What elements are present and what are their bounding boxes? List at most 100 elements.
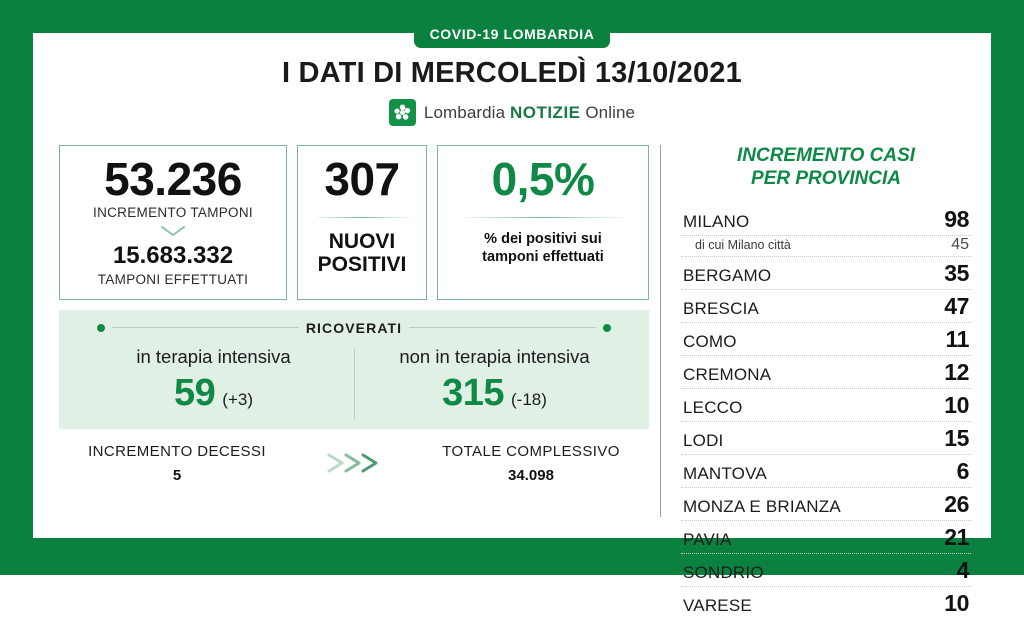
province-sub-row: di cui Milano città 45	[681, 236, 971, 257]
province-row: MONZA E BRIANZA 26	[681, 488, 971, 521]
ricoverati-body: in terapia intensiva 59 (+3) non in tera…	[73, 346, 635, 420]
intensiva-delta: (+3)	[222, 389, 253, 409]
province-name: BERGAMO	[683, 265, 772, 285]
province-panel: INCREMENTO CASI PER PROVINCIA MILANO 98 di…	[681, 145, 971, 619]
decessi-label: INCREMENTO DECESSI	[88, 442, 266, 460]
nuovi-positivi-label-2: POSITIVI	[317, 253, 407, 277]
rule-right	[409, 327, 596, 329]
white-card: COVID-19 LOMBARDIA I DATI DI MERCOLEDÌ 1…	[33, 21, 991, 616]
province-value: 47	[944, 292, 969, 319]
ricoverati-header: RICOVERATI	[73, 320, 635, 336]
totale-cell: TOTALE COMPLESSIVO 34.098	[413, 443, 649, 484]
province-title-line1: INCREMENTO CASI	[736, 145, 916, 166]
decessi-value: 5	[172, 466, 182, 484]
stat-box-nuovi-positivi: 307 NUOVI POSITIVI	[297, 145, 427, 300]
province-value: 21	[944, 523, 969, 550]
province-list: MILANO 98 di cui Milano città 45 BERGAMO 35 BR…	[681, 203, 971, 619]
province-value: 11	[945, 325, 969, 352]
non-intensiva-label: non in terapia intensiva	[399, 345, 590, 367]
province-row: SONDRIO 4	[681, 554, 971, 587]
province-row: COMO 11	[681, 323, 971, 356]
percentuale-label-2: tamponi effettuati	[482, 249, 604, 266]
province-title: INCREMENTO CASI PER PROVINCIA	[681, 145, 971, 191]
tamponi-increment-label: INCREMENTO TAMPONI	[93, 204, 253, 220]
header-badge-wrap: COVID-19 LOMBARDIA	[33, 21, 991, 48]
province-name: VARESE	[683, 595, 752, 615]
province-name: CREMONA	[683, 364, 772, 384]
stat-box-percentuale: 0,5% % dei positivi sui tamponi effettua…	[437, 145, 649, 300]
province-name: PAVIA	[683, 529, 732, 549]
dot-left-icon	[97, 323, 105, 332]
nuovi-positivi-label-1: NUOVI	[328, 229, 396, 253]
province-name: MONZA E BRIANZA	[683, 496, 841, 516]
triple-chevron-right-icon	[295, 450, 413, 476]
province-row: VARESE 10	[681, 587, 971, 619]
stat-box-tamponi: 53.236 INCREMENTO TAMPONI 15.683.332 TAM…	[59, 145, 287, 300]
percentuale-value: 0,5%	[491, 153, 595, 205]
province-name: COMO	[683, 331, 737, 351]
logo-word-notizie: NOTIZIE	[509, 102, 581, 122]
left-panel: 53.236 INCREMENTO TAMPONI 15.683.332 TAM…	[59, 145, 649, 484]
province-name: LODI	[683, 430, 724, 450]
lombardia-rose-icon	[388, 99, 416, 126]
province-name: MANTOVA	[683, 463, 767, 483]
intensiva-value: 59	[174, 371, 216, 414]
chevron-down-icon	[160, 224, 186, 236]
tamponi-total-label: TAMPONI EFFETTUATI	[97, 271, 249, 287]
logo-word-online: Online	[585, 102, 636, 122]
logo-word-lombardia: Lombardia	[423, 102, 506, 122]
province-value: 98	[944, 205, 969, 232]
province-row: CREMONA 12	[681, 356, 971, 389]
intensiva-label: in terapia intensiva	[136, 345, 291, 367]
percentuale-divider	[461, 216, 625, 218]
province-title-line2: PER PROVINCIA	[751, 167, 901, 189]
ricoverati-title: RICOVERATI	[305, 319, 403, 336]
tamponi-total-value: 15.683.332	[112, 241, 234, 269]
dot-right-icon	[603, 323, 611, 332]
province-value: 12	[944, 358, 969, 385]
province-name: SONDRIO	[683, 562, 764, 582]
province-sub-value: 45	[951, 235, 969, 253]
intensiva-value-group: 59 (+3)	[73, 372, 354, 415]
non-intensiva-value: 315	[442, 371, 504, 414]
ricoverati-non-intensiva: non in terapia intensiva 315 (-18)	[354, 346, 635, 415]
province-name: MILANO	[683, 211, 750, 231]
decessi-cell: INCREMENTO DECESSI 5	[59, 443, 295, 484]
nuovi-positivi-value: 307	[324, 153, 400, 205]
non-intensiva-delta: (-18)	[511, 389, 547, 409]
logo-wordmark: Lombardia NOTIZIE Online	[424, 103, 635, 123]
bottom-summary-row: INCREMENTO DECESSI 5 TOTALE COMPLESSIVO …	[59, 443, 649, 484]
province-value: 10	[944, 589, 969, 616]
non-intensiva-value-group: 315 (-18)	[354, 372, 635, 415]
ricoverati-intensiva: in terapia intensiva 59 (+3)	[73, 346, 354, 415]
province-row: LODI 15	[681, 422, 971, 455]
province-value: 26	[944, 490, 969, 517]
province-value: 6	[956, 457, 970, 484]
brand-logo: Lombardia NOTIZIE Online	[33, 99, 991, 126]
province-row: MANTOVA 6	[681, 455, 971, 488]
province-row: PAVIA 21	[681, 521, 971, 554]
province-row: BRESCIA 47	[681, 290, 971, 323]
province-name: LECCO	[683, 397, 743, 417]
percentuale-label-1: % dei positivi sui	[484, 230, 602, 247]
province-value: 10	[944, 391, 969, 418]
positivi-divider	[314, 216, 410, 218]
ricoverati-column-separator	[354, 347, 355, 420]
totale-value: 34.098	[508, 466, 554, 484]
province-sub-name: di cui Milano città	[695, 237, 791, 252]
province-value: 15	[944, 424, 969, 451]
covid-badge: COVID-19 LOMBARDIA	[413, 21, 611, 48]
province-value: 4	[956, 556, 970, 583]
province-row: MILANO 98	[681, 203, 971, 236]
province-value: 35	[944, 259, 969, 286]
panel-divider	[660, 145, 661, 517]
province-row: LECCO 10	[681, 389, 971, 422]
rule-left	[112, 327, 299, 329]
stat-boxes: 53.236 INCREMENTO TAMPONI 15.683.332 TAM…	[59, 145, 649, 300]
province-row: BERGAMO 35	[681, 257, 971, 290]
tamponi-increment-value: 53.236	[104, 153, 242, 205]
province-name: BRESCIA	[683, 298, 760, 318]
ricoverati-section: RICOVERATI in terapia intensiva 59 (+3)	[59, 309, 649, 429]
page-title: I DATI DI MERCOLEDÌ 13/10/2021	[282, 57, 742, 89]
